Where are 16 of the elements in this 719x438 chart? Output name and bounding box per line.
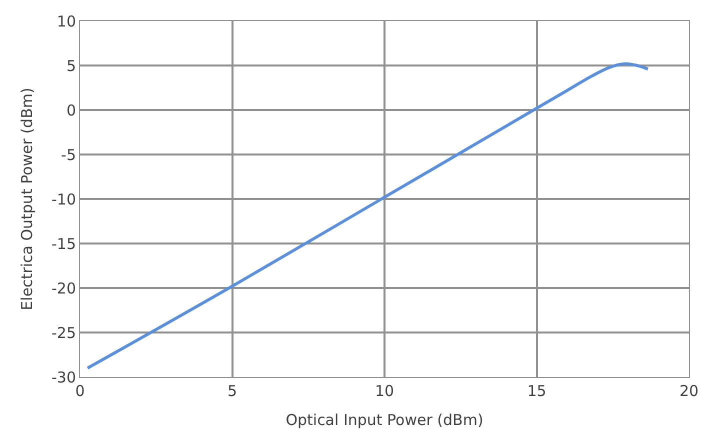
y-tick-label: -10 bbox=[52, 190, 76, 208]
y-tick-label: -15 bbox=[52, 234, 76, 253]
y-axis-title: Electrica Output Power (dBm) bbox=[18, 88, 36, 310]
y-tick-label: -5 bbox=[61, 146, 76, 164]
y-tick-label: -25 bbox=[52, 324, 76, 342]
y-tick-label: -20 bbox=[52, 279, 76, 298]
y-tick-label: 0 bbox=[66, 101, 76, 120]
y-tick-label: 10 bbox=[56, 12, 76, 30]
y-tick-label: 5 bbox=[66, 56, 76, 75]
x-axis-title: Optical Input Power (dBm) bbox=[286, 411, 484, 429]
x-tick-label: 15 bbox=[527, 382, 546, 400]
x-tick-label: 20 bbox=[679, 382, 699, 400]
line-series bbox=[86, 62, 650, 370]
x-tick-label: 5 bbox=[227, 382, 238, 400]
y-tick-label: -30 bbox=[52, 368, 76, 386]
x-tick-label: 10 bbox=[374, 382, 394, 400]
